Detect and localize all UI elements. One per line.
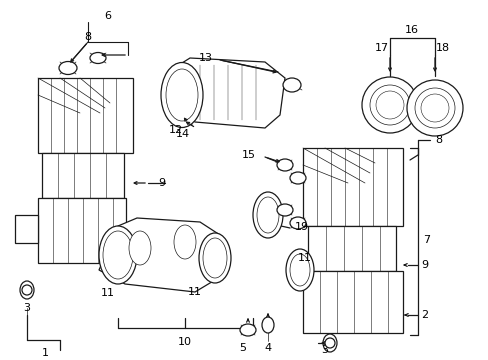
Ellipse shape [20,281,34,299]
Circle shape [406,80,462,136]
Ellipse shape [252,192,283,238]
Text: 3: 3 [23,303,30,313]
Ellipse shape [289,217,305,229]
Ellipse shape [276,159,292,171]
Ellipse shape [161,63,203,127]
Text: 11: 11 [187,287,202,297]
Ellipse shape [285,249,313,291]
Ellipse shape [165,69,198,121]
Text: 19: 19 [294,222,308,232]
Polygon shape [99,218,220,292]
Text: 1: 1 [41,348,48,358]
Ellipse shape [99,226,137,284]
Text: 11: 11 [297,253,311,263]
Text: 9: 9 [158,178,165,188]
Bar [303,148,402,226]
Ellipse shape [323,334,336,352]
Ellipse shape [174,225,196,259]
Bar [303,271,402,333]
Bar [38,198,126,263]
Ellipse shape [59,62,77,75]
Ellipse shape [103,231,133,279]
Text: 16: 16 [404,25,418,35]
Text: 18: 18 [435,43,449,53]
Ellipse shape [129,231,151,265]
Circle shape [420,94,448,122]
Text: 17: 17 [374,43,388,53]
Circle shape [22,285,32,295]
Text: 4: 4 [264,343,271,353]
Text: 9: 9 [420,260,427,270]
Text: 12: 12 [168,125,183,135]
Text: 2: 2 [420,310,427,320]
Text: 15: 15 [242,150,256,160]
Circle shape [375,91,403,119]
Text: 10: 10 [178,337,192,347]
Ellipse shape [276,204,292,216]
Text: 8: 8 [84,32,91,42]
Ellipse shape [199,233,230,283]
Ellipse shape [240,324,256,336]
Ellipse shape [203,238,226,278]
Text: 6: 6 [104,11,111,21]
Bar [42,153,124,198]
Ellipse shape [289,254,309,286]
Text: 7: 7 [422,235,429,245]
Circle shape [361,77,417,133]
Text: 11: 11 [101,288,115,298]
Bar [38,78,133,153]
Text: 13: 13 [199,53,213,63]
Circle shape [369,85,409,125]
Polygon shape [182,58,285,128]
Text: 14: 14 [176,129,190,139]
Text: 8: 8 [434,135,441,145]
Circle shape [414,88,454,128]
Ellipse shape [289,172,305,184]
Ellipse shape [283,78,301,92]
Ellipse shape [257,197,279,233]
Circle shape [325,338,334,348]
Text: 3: 3 [320,345,327,355]
Bar [15,215,38,243]
Ellipse shape [90,53,106,63]
Ellipse shape [262,317,273,333]
Text: 5: 5 [239,343,246,353]
Bar [307,226,395,271]
